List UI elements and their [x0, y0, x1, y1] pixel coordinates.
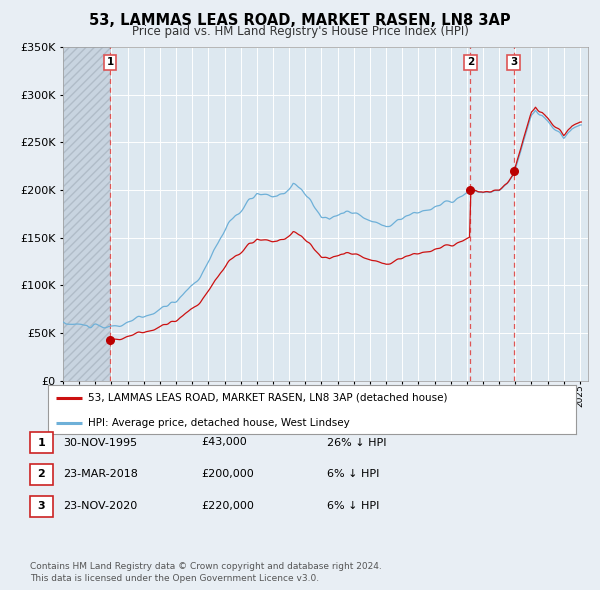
Text: £220,000: £220,000 — [201, 502, 254, 511]
Bar — [63, 47, 110, 381]
Text: 23-NOV-2020: 23-NOV-2020 — [63, 502, 137, 511]
Text: £43,000: £43,000 — [201, 438, 247, 447]
Text: 30-NOV-1995: 30-NOV-1995 — [63, 438, 137, 447]
Text: £200,000: £200,000 — [201, 470, 254, 479]
Text: 3: 3 — [510, 57, 517, 67]
Text: 6% ↓ HPI: 6% ↓ HPI — [327, 470, 379, 479]
Text: 53, LAMMAS LEAS ROAD, MARKET RASEN, LN8 3AP: 53, LAMMAS LEAS ROAD, MARKET RASEN, LN8 … — [89, 13, 511, 28]
Text: 2: 2 — [467, 57, 474, 67]
Text: 3: 3 — [38, 502, 45, 511]
Text: Contains HM Land Registry data © Crown copyright and database right 2024.
This d: Contains HM Land Registry data © Crown c… — [30, 562, 382, 583]
Text: 6% ↓ HPI: 6% ↓ HPI — [327, 502, 379, 511]
Text: 26% ↓ HPI: 26% ↓ HPI — [327, 438, 386, 447]
Text: 53, LAMMAS LEAS ROAD, MARKET RASEN, LN8 3AP (detached house): 53, LAMMAS LEAS ROAD, MARKET RASEN, LN8 … — [88, 393, 447, 403]
Text: 1: 1 — [38, 438, 45, 447]
Text: 2: 2 — [38, 470, 45, 479]
Text: Price paid vs. HM Land Registry's House Price Index (HPI): Price paid vs. HM Land Registry's House … — [131, 25, 469, 38]
Text: 23-MAR-2018: 23-MAR-2018 — [63, 470, 138, 479]
Text: 1: 1 — [106, 57, 114, 67]
Text: HPI: Average price, detached house, West Lindsey: HPI: Average price, detached house, West… — [88, 418, 349, 428]
